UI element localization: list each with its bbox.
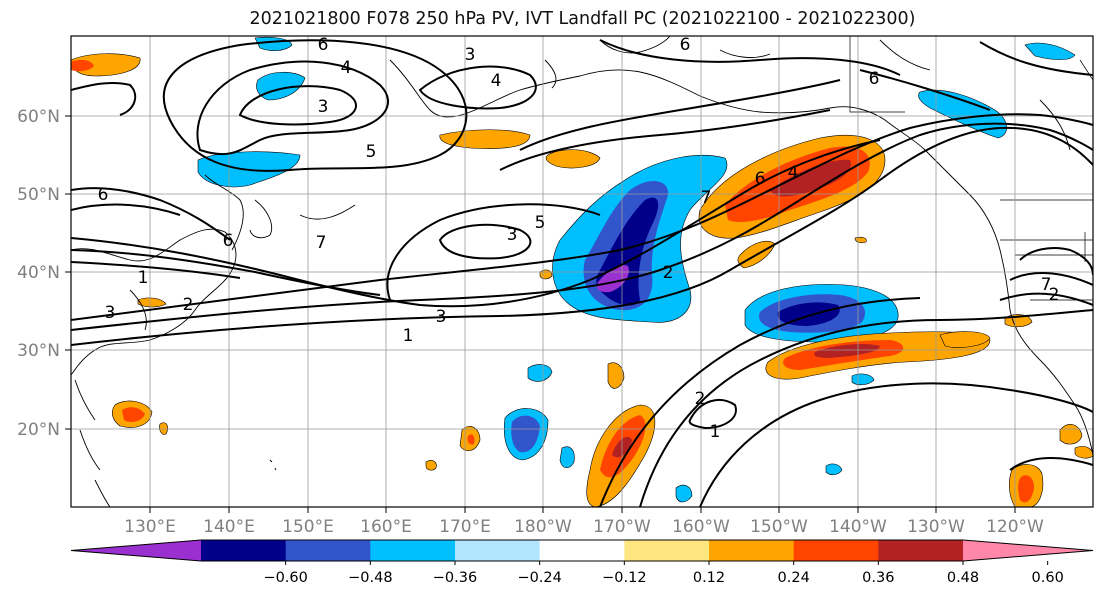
pv-contours [71, 39, 1093, 507]
colorbar-tick-label: −0.60 [263, 570, 307, 586]
colorbar-tick-label: 0.36 [862, 570, 894, 586]
lon-label: 140°E [203, 517, 255, 537]
map-title: 2021021800 F078 250 hPa PV, IVT Landfall… [249, 9, 916, 29]
contour-label: 5 [535, 213, 546, 233]
colorbar: −0.60 −0.48 −0.36 −0.24 −0.12 0.12 0.24 0.36 0.4… [70, 539, 1094, 586]
colorbar-segments [70, 539, 1094, 562]
lon-label: 150°W [750, 517, 808, 537]
lat-label: 30°N [17, 341, 60, 361]
pv-shading [71, 36, 1093, 507]
contour-label: 7 [316, 233, 327, 253]
contour-label: 3 [465, 45, 476, 65]
contour-label: 6 [755, 169, 766, 189]
contour-label: 4 [788, 163, 799, 183]
lon-label: 180°W [514, 517, 572, 537]
lon-label: 170°W [593, 517, 651, 537]
contour-label: 3 [105, 303, 116, 323]
contour-label: 5 [366, 142, 377, 162]
lon-label: 150°E [282, 517, 334, 537]
lat-label: 50°N [17, 185, 60, 205]
contour-label: 2 [695, 389, 706, 409]
lon-label: 160°E [360, 517, 412, 537]
colorbar-ticks: −0.60 −0.48 −0.36 −0.24 −0.12 0.12 0.24 0.36 0.4… [263, 561, 1064, 586]
colorbar-tick-label: −0.36 [433, 570, 477, 586]
contour-label: 7 [701, 188, 712, 208]
colorbar-extend-high [963, 540, 1093, 561]
contour-label: 7 [1041, 275, 1052, 295]
lon-label: 120°W [986, 517, 1044, 537]
lat-label: 40°N [17, 263, 60, 283]
contour-label: 3 [436, 307, 447, 327]
colorbar-segment [793, 540, 879, 561]
lon-label: 160°W [672, 517, 730, 537]
contour-label: 3 [507, 225, 518, 245]
contour-label: 2 [183, 295, 194, 315]
colorbar-segment [370, 540, 456, 561]
colorbar-segment [201, 540, 287, 561]
contour-label: 6 [318, 35, 329, 55]
contour-labels: 6 3 6 4 3 4 6 5 6 3 5 7 6 7 1 2 3 3 1 2 … [98, 35, 1060, 442]
colorbar-segment [709, 540, 795, 561]
contour-label: 2 [663, 263, 674, 283]
contour-label: 1 [138, 268, 149, 288]
colorbar-segment [455, 540, 541, 561]
colorbar-segment [624, 540, 710, 561]
lat-label: 20°N [17, 420, 60, 440]
colorbar-tick-label: −0.12 [602, 570, 646, 586]
colorbar-extend-low [71, 540, 201, 561]
contour-label: 3 [318, 97, 329, 117]
contour-label: 6 [223, 231, 234, 251]
colorbar-segment [285, 540, 371, 561]
lon-label: 130°E [124, 517, 176, 537]
colorbar-tick-label: 0.12 [693, 570, 725, 586]
contour-label: 6 [869, 69, 880, 89]
colorbar-tick-label: −0.48 [348, 570, 392, 586]
colorbar-segment [539, 540, 625, 561]
lon-label: 140°W [829, 517, 887, 537]
colorbar-outline [70, 539, 1094, 562]
tick-marks [65, 115, 1016, 513]
contour-label: 6 [98, 185, 109, 205]
longitude-labels: 130°E 140°E 150°E 160°E 170°E 180°W 170°… [124, 517, 1044, 537]
contour-label: 4 [341, 58, 352, 78]
graticule [71, 36, 1093, 507]
map-panel: 6 3 6 4 3 4 6 5 6 3 5 7 6 7 1 2 3 3 1 2 … [71, 35, 1093, 507]
colorbar-tick-label: −0.24 [517, 570, 561, 586]
colorbar-tick-label: 0.60 [1032, 570, 1064, 586]
latitude-labels: 60°N 50°N 40°N 30°N 20°N [17, 107, 60, 440]
lon-label: 170°E [439, 517, 491, 537]
colorbar-tick-label: 0.48 [947, 570, 979, 586]
contour-label: 2 [1049, 285, 1060, 305]
contour-label: 1 [403, 326, 414, 346]
colorbar-tick-label: 0.24 [778, 570, 810, 586]
contour-label: 4 [491, 71, 502, 91]
lat-label: 60°N [17, 107, 60, 127]
colorbar-segment [878, 540, 964, 561]
contour-label: 1 [710, 422, 721, 442]
contour-label: 6 [680, 35, 691, 55]
lon-label: 130°W [907, 517, 965, 537]
coastlines [71, 36, 1093, 507]
